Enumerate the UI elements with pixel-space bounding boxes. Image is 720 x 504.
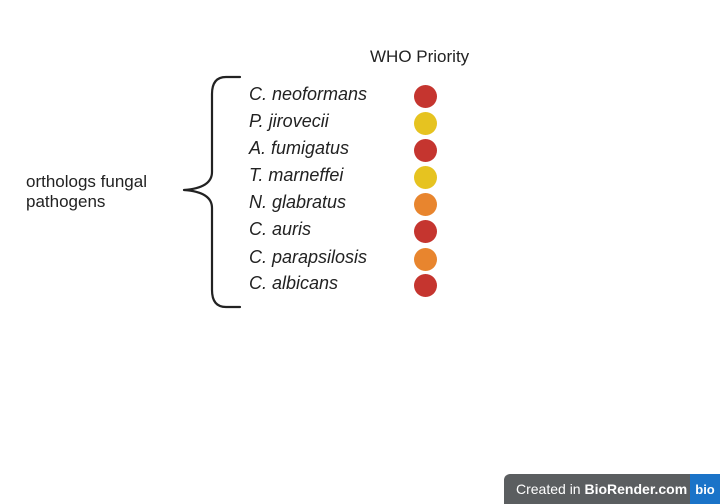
- group-label-line2: pathogens: [26, 192, 106, 211]
- species-name: C. parapsilosis: [249, 247, 368, 267]
- priority-dot: [414, 220, 437, 243]
- badge-text: Created in BioRender.com: [504, 481, 687, 497]
- priority-dot: [414, 139, 437, 162]
- priority-dot: [414, 248, 437, 271]
- species-name: N. glabratus: [249, 192, 347, 212]
- species-row: N. glabratus: [249, 192, 449, 218]
- species-row: P. jirovecii: [249, 111, 449, 137]
- species-row: C. parapsilosis: [249, 247, 449, 273]
- priority-dot: [414, 274, 437, 297]
- priority-dot: [414, 85, 437, 108]
- group-label: orthologs fungal pathogens: [26, 172, 147, 212]
- badge-brand: BioRender.com: [584, 481, 688, 497]
- badge-prefix: Created in: [516, 481, 585, 497]
- group-label-line1: orthologs fungal: [26, 172, 147, 191]
- species-name: P. jirovecii: [249, 111, 329, 131]
- species-row: A. fumigatus: [249, 138, 449, 164]
- priority-dot: [414, 193, 437, 216]
- priority-dot: [414, 112, 437, 135]
- biorender-badge[interactable]: Created in BioRender.com bio: [504, 474, 720, 504]
- who-priority-header: WHO Priority: [370, 47, 470, 66]
- priority-dot: [414, 166, 437, 189]
- species-row: C. neoformans: [249, 84, 449, 110]
- curly-brace: [182, 75, 242, 309]
- species-row: T. marneffei: [249, 165, 449, 191]
- species-name: A. fumigatus: [249, 138, 350, 158]
- species-name: C. auris: [249, 219, 312, 239]
- species-name: C. neoformans: [249, 84, 368, 104]
- biorender-logo-icon: bio: [690, 474, 720, 504]
- species-name: C. albicans: [249, 273, 339, 293]
- species-row: C. albicans: [249, 273, 449, 299]
- species-row: C. auris: [249, 219, 449, 245]
- species-name: T. marneffei: [249, 165, 344, 185]
